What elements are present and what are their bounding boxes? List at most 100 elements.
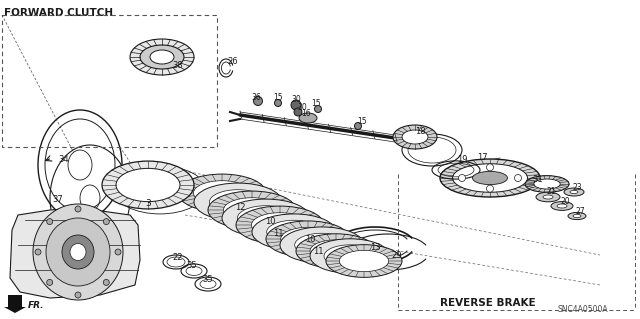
Circle shape <box>103 279 109 286</box>
Text: 28: 28 <box>188 187 198 196</box>
Circle shape <box>47 279 52 286</box>
Ellipse shape <box>324 245 376 267</box>
Ellipse shape <box>536 192 560 202</box>
Ellipse shape <box>440 159 540 197</box>
Text: FR.: FR. <box>28 301 45 310</box>
Ellipse shape <box>130 39 194 75</box>
Ellipse shape <box>534 179 560 189</box>
Ellipse shape <box>339 250 388 271</box>
Text: 10: 10 <box>265 218 275 226</box>
Ellipse shape <box>237 206 294 230</box>
Text: 21: 21 <box>547 188 556 197</box>
Circle shape <box>115 249 121 255</box>
Ellipse shape <box>46 218 110 286</box>
Ellipse shape <box>62 235 94 269</box>
Ellipse shape <box>557 204 567 208</box>
Text: 10: 10 <box>305 235 316 244</box>
Text: SNC4A0500A: SNC4A0500A <box>558 305 609 314</box>
Circle shape <box>291 100 301 110</box>
Text: 12: 12 <box>235 204 245 212</box>
Circle shape <box>294 108 302 116</box>
Ellipse shape <box>294 233 349 257</box>
Circle shape <box>253 97 262 106</box>
Ellipse shape <box>267 220 321 244</box>
Circle shape <box>35 249 41 255</box>
Circle shape <box>314 106 321 113</box>
Text: 35: 35 <box>203 275 213 284</box>
Circle shape <box>75 206 81 212</box>
Ellipse shape <box>194 183 282 221</box>
Circle shape <box>275 100 282 107</box>
Circle shape <box>486 185 493 192</box>
Text: 23: 23 <box>572 182 582 191</box>
Ellipse shape <box>568 212 586 219</box>
Text: 20: 20 <box>560 197 570 205</box>
Text: 30: 30 <box>297 102 307 112</box>
Ellipse shape <box>326 245 402 277</box>
Text: 34: 34 <box>58 155 68 165</box>
Text: 16: 16 <box>301 108 311 117</box>
Bar <box>2 15 217 147</box>
Circle shape <box>355 122 362 130</box>
Ellipse shape <box>178 174 266 212</box>
Ellipse shape <box>208 191 296 229</box>
Ellipse shape <box>209 190 267 214</box>
Text: 17: 17 <box>477 153 488 162</box>
Ellipse shape <box>102 161 194 209</box>
Text: 15: 15 <box>311 99 321 108</box>
Text: 30: 30 <box>291 94 301 103</box>
Ellipse shape <box>310 240 362 262</box>
Circle shape <box>458 174 465 182</box>
Text: 26: 26 <box>228 57 238 66</box>
Text: 31: 31 <box>532 174 543 183</box>
Ellipse shape <box>564 188 584 196</box>
Text: 27: 27 <box>575 206 585 216</box>
Circle shape <box>515 174 522 182</box>
Text: 15: 15 <box>273 93 283 102</box>
Text: 5: 5 <box>182 177 188 187</box>
Ellipse shape <box>393 125 437 149</box>
Ellipse shape <box>573 214 581 218</box>
Ellipse shape <box>402 130 428 144</box>
Ellipse shape <box>236 206 324 244</box>
Text: 11: 11 <box>273 229 284 239</box>
Text: 37: 37 <box>52 196 63 204</box>
Ellipse shape <box>570 190 578 194</box>
Circle shape <box>103 219 109 225</box>
Ellipse shape <box>223 198 280 222</box>
Circle shape <box>486 164 493 171</box>
Ellipse shape <box>299 113 317 123</box>
Text: 18: 18 <box>415 127 426 136</box>
Circle shape <box>47 219 52 225</box>
Ellipse shape <box>296 234 376 268</box>
Ellipse shape <box>252 214 336 250</box>
Polygon shape <box>10 208 140 298</box>
Text: 38: 38 <box>173 61 184 70</box>
Text: 29: 29 <box>392 251 403 261</box>
Text: 15: 15 <box>357 116 367 125</box>
Text: 19: 19 <box>457 155 467 165</box>
Ellipse shape <box>472 171 508 185</box>
Text: 35: 35 <box>187 262 197 271</box>
Text: 22: 22 <box>173 254 183 263</box>
Ellipse shape <box>140 45 184 69</box>
Ellipse shape <box>551 202 573 211</box>
Text: 3: 3 <box>145 199 151 209</box>
Ellipse shape <box>252 213 308 237</box>
Ellipse shape <box>452 164 527 192</box>
Ellipse shape <box>266 221 350 257</box>
Ellipse shape <box>525 176 569 192</box>
Text: 11: 11 <box>313 248 323 256</box>
Text: 36: 36 <box>251 93 261 101</box>
Ellipse shape <box>193 181 251 205</box>
Ellipse shape <box>68 150 92 180</box>
Text: 13: 13 <box>370 243 380 253</box>
Ellipse shape <box>70 243 86 261</box>
Ellipse shape <box>281 227 335 251</box>
Polygon shape <box>4 295 26 313</box>
Text: REVERSE BRAKE: REVERSE BRAKE <box>440 298 536 308</box>
Ellipse shape <box>33 204 123 300</box>
Ellipse shape <box>310 239 390 273</box>
Circle shape <box>75 292 81 298</box>
Ellipse shape <box>222 199 310 237</box>
